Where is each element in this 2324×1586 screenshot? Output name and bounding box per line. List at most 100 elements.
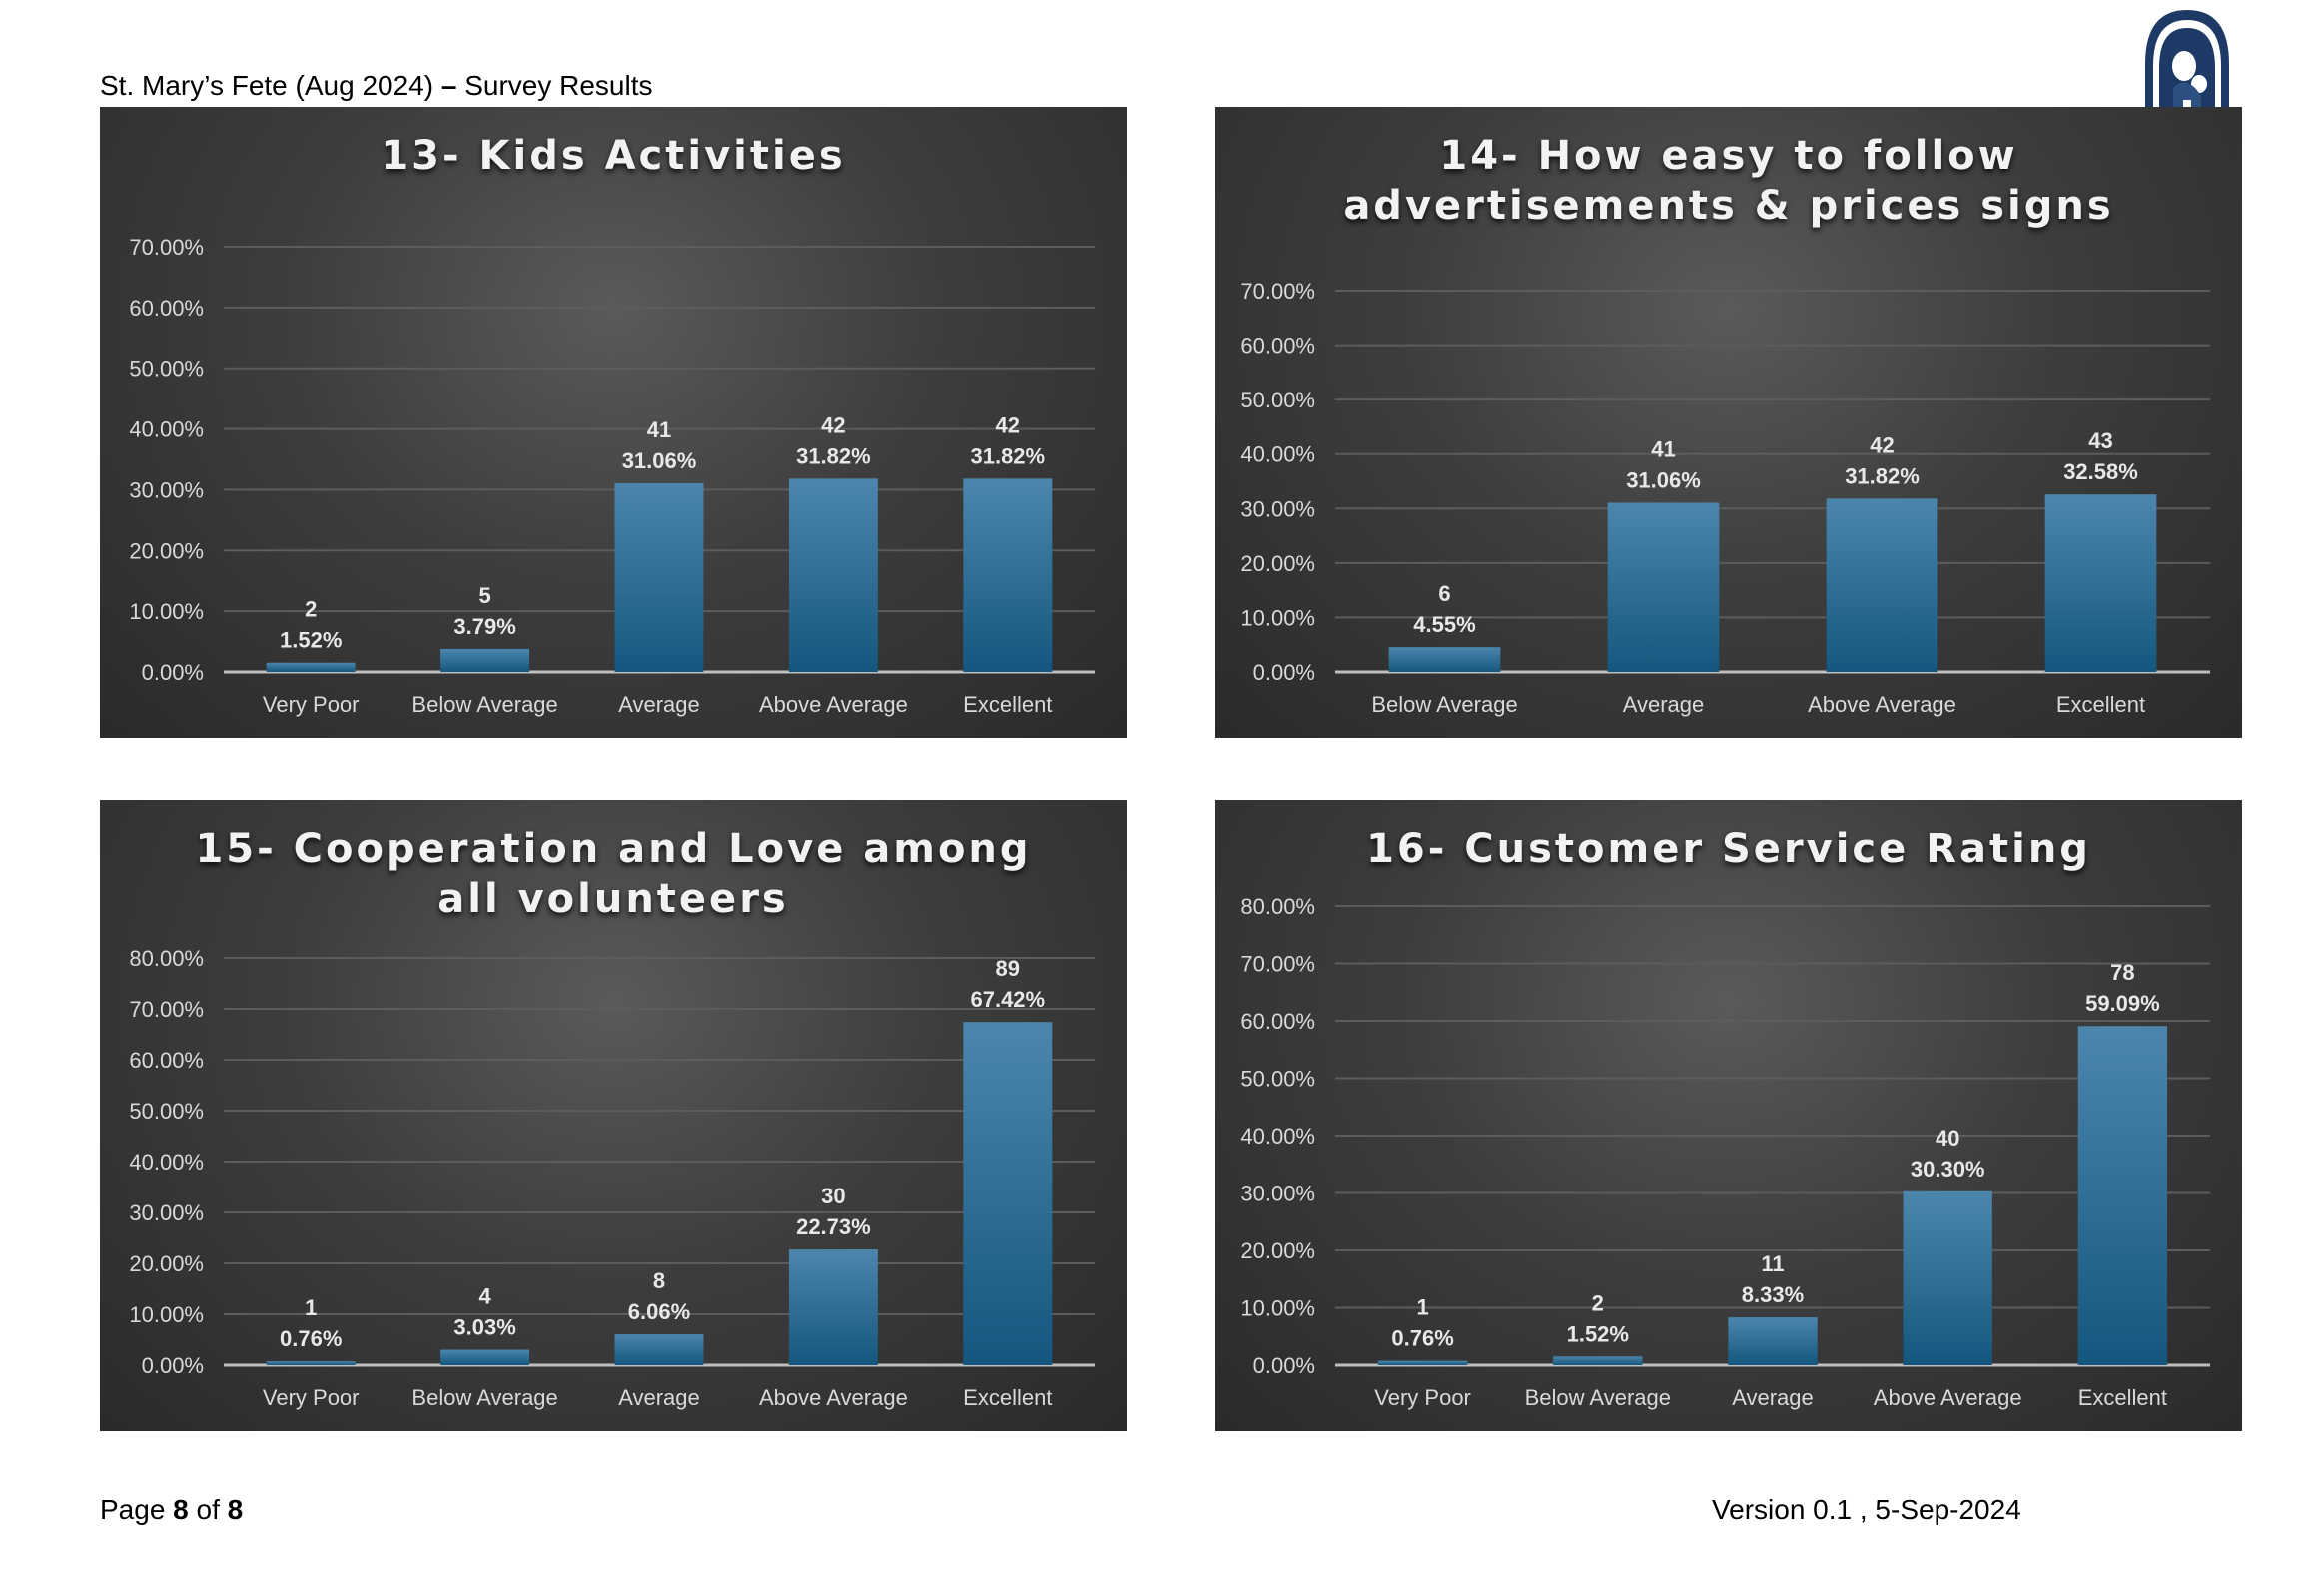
- y-tick-label: 30.00%: [129, 1200, 204, 1225]
- bar-count-label: 1: [305, 1295, 317, 1320]
- y-tick-label: 40.00%: [1240, 1124, 1315, 1149]
- chart-plot: 0.00% 10.00% 20.00% 30.00% 40.00% 50.00% 60.00…: [1240, 279, 2210, 717]
- x-tick-label: Above Average: [759, 1385, 908, 1410]
- chart-title: 13- Kids Activities: [381, 133, 846, 179]
- y-tick-label: 40.00%: [1240, 442, 1315, 467]
- y-tick-label: 30.00%: [129, 477, 204, 502]
- bar-percent-label: 1.52%: [1567, 1321, 1629, 1346]
- bar-percent-label: 32.58%: [2063, 459, 2138, 484]
- x-tick-label: Very Poor: [1374, 1385, 1471, 1410]
- x-tick-label: Average: [618, 1385, 700, 1410]
- bar-percent-label: 3.79%: [453, 614, 515, 639]
- x-tick-label: Below Average: [1525, 1385, 1671, 1410]
- bar-percent-label: 3.03%: [453, 1315, 515, 1340]
- version-label: Version 0.1 , 5-Sep-2024: [1712, 1494, 2021, 1525]
- bar: [266, 1361, 356, 1365]
- x-tick-label: Average: [1732, 1385, 1814, 1410]
- chart-plot: 0.00% 10.00% 20.00% 30.00% 40.00% 50.00% 60.00…: [129, 946, 1095, 1410]
- y-tick-label: 20.00%: [129, 538, 204, 563]
- bar-count-label: 2: [1592, 1290, 1604, 1315]
- bar-count-label: 30: [821, 1184, 845, 1208]
- bar: [1377, 1360, 1468, 1365]
- bar: [440, 1349, 530, 1365]
- bar-percent-label: 31.82%: [1845, 463, 1920, 488]
- y-tick-label: 70.00%: [129, 235, 204, 260]
- bar-count-label: 41: [647, 417, 671, 442]
- bar-count-label: 43: [2088, 428, 2112, 453]
- bar-count-label: 78: [2110, 960, 2134, 985]
- bar-percent-label: 59.09%: [2085, 991, 2160, 1016]
- bar-percent-label: 6.06%: [628, 1299, 690, 1324]
- y-tick-label: 60.00%: [1240, 1009, 1315, 1034]
- chart-title: 14- How easy to follow advertisements & …: [1343, 133, 2114, 229]
- bar-percent-label: 0.76%: [1391, 1326, 1453, 1351]
- bar: [1728, 1317, 1818, 1365]
- chart-panel-customer-service: 16- Customer Service Rating 0.00% 10.00% 2…: [1215, 800, 2242, 1431]
- y-tick-label: 60.00%: [129, 296, 204, 321]
- chart-plot: 0.00% 10.00% 20.00% 30.00% 40.00% 50.00% 60.00…: [1240, 894, 2210, 1410]
- bar: [788, 478, 878, 672]
- bar-percent-label: 1.52%: [280, 628, 342, 653]
- bar-percent-label: 31.82%: [970, 443, 1045, 468]
- y-tick-label: 50.00%: [129, 357, 204, 382]
- bar-percent-label: 30.30%: [1911, 1157, 1985, 1182]
- bar-percent-label: 31.82%: [796, 443, 871, 468]
- y-tick-label: 70.00%: [1240, 952, 1315, 977]
- bar-count-label: 4: [478, 1284, 491, 1309]
- x-tick-label: Average: [618, 692, 700, 717]
- header-prefix: St. Mary’s Fete (Aug 2024): [100, 70, 441, 101]
- chart-plot: 0.00% 10.00% 20.00% 30.00% 40.00% 50.00% 60.00…: [129, 235, 1095, 717]
- x-tick-label: Very Poor: [263, 1385, 360, 1410]
- y-tick-label: 0.00%: [142, 660, 204, 685]
- y-tick-label: 80.00%: [129, 946, 204, 971]
- y-tick-label: 10.00%: [129, 599, 204, 624]
- bar: [1607, 502, 1720, 672]
- bar-count-label: 2: [305, 597, 317, 622]
- y-tick-label: 20.00%: [129, 1251, 204, 1276]
- bar-percent-label: 31.06%: [1626, 468, 1701, 493]
- y-tick-label: 80.00%: [1240, 894, 1315, 919]
- bar-count-label: 40: [1936, 1126, 1959, 1151]
- chart-title: 16- Customer Service Rating: [1366, 826, 2091, 872]
- y-tick-label: 10.00%: [1240, 1296, 1315, 1321]
- page-current: 8: [173, 1494, 189, 1525]
- page-of-word: of: [188, 1494, 228, 1525]
- bar-percent-label: 4.55%: [1413, 612, 1475, 637]
- bar: [266, 662, 356, 672]
- bar: [614, 1334, 704, 1365]
- x-tick-label: Excellent: [963, 1385, 1052, 1410]
- bar-count-label: 42: [1870, 432, 1894, 457]
- x-tick-label: Very Poor: [263, 692, 360, 717]
- bar: [2044, 494, 2157, 672]
- bar: [614, 482, 704, 672]
- bar: [440, 648, 530, 672]
- y-tick-label: 30.00%: [1240, 1182, 1315, 1206]
- page-number: Page 8 of 8: [100, 1492, 243, 1528]
- page-header: St. Mary’s Fete (Aug 2024) – Survey Resu…: [100, 68, 653, 104]
- bar: [1903, 1190, 1992, 1365]
- y-tick-label: 40.00%: [129, 417, 204, 442]
- y-tick-label: 70.00%: [1240, 279, 1315, 304]
- page-total: 8: [227, 1494, 244, 1525]
- y-tick-label: 0.00%: [1253, 660, 1315, 685]
- x-tick-label: Above Average: [1874, 1385, 2022, 1410]
- bar: [788, 1249, 878, 1365]
- x-tick-label: Above Average: [759, 692, 908, 717]
- y-tick-label: 50.00%: [1240, 388, 1315, 412]
- bar-percent-label: 22.73%: [796, 1214, 871, 1239]
- bar: [1826, 498, 1938, 672]
- x-tick-label: Above Average: [1808, 692, 1956, 717]
- bar-count-label: 5: [478, 583, 490, 608]
- bar-count-label: 8: [653, 1268, 665, 1293]
- bar-percent-label: 31.06%: [622, 448, 697, 473]
- y-tick-label: 40.00%: [129, 1150, 204, 1175]
- bar-count-label: 89: [996, 956, 1020, 981]
- bar-count-label: 11: [1761, 1251, 1784, 1276]
- y-tick-label: 20.00%: [1240, 551, 1315, 576]
- header-dash: –: [440, 70, 457, 101]
- y-tick-label: 60.00%: [1240, 334, 1315, 359]
- x-tick-label: Below Average: [411, 1385, 557, 1410]
- bar-count-label: 1: [1416, 1295, 1428, 1320]
- bar-count-label: 42: [821, 412, 845, 437]
- bar-percent-label: 8.33%: [1742, 1282, 1804, 1307]
